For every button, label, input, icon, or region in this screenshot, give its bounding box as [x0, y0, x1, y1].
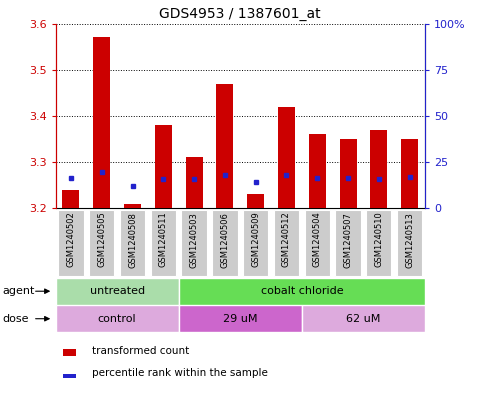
- Text: GSM1240512: GSM1240512: [282, 212, 291, 268]
- Text: GSM1240513: GSM1240513: [405, 212, 414, 268]
- Bar: [63, 349, 76, 356]
- Text: agent: agent: [2, 286, 35, 296]
- FancyBboxPatch shape: [89, 210, 114, 276]
- Text: 62 uM: 62 uM: [346, 314, 381, 324]
- Text: GSM1240508: GSM1240508: [128, 212, 137, 268]
- Bar: [56, 305, 179, 332]
- Bar: [247, 195, 264, 208]
- Bar: [62, 190, 79, 208]
- FancyBboxPatch shape: [335, 210, 361, 276]
- Text: GSM1240502: GSM1240502: [67, 212, 75, 268]
- Text: 29 uM: 29 uM: [223, 314, 257, 324]
- Text: GSM1240510: GSM1240510: [374, 212, 384, 268]
- Text: cobalt chloride: cobalt chloride: [260, 286, 343, 296]
- Bar: [278, 107, 295, 208]
- Text: GSM1240509: GSM1240509: [251, 212, 260, 268]
- Bar: [155, 125, 172, 208]
- Text: untreated: untreated: [89, 286, 145, 296]
- Text: percentile rank within the sample: percentile rank within the sample: [93, 368, 269, 378]
- Bar: [56, 278, 179, 305]
- Bar: [93, 37, 110, 208]
- Bar: [340, 139, 356, 208]
- FancyBboxPatch shape: [305, 210, 330, 276]
- Text: GSM1240505: GSM1240505: [97, 212, 106, 268]
- FancyBboxPatch shape: [243, 210, 269, 276]
- Bar: [309, 134, 326, 208]
- Text: GSM1240506: GSM1240506: [220, 212, 229, 268]
- FancyBboxPatch shape: [274, 210, 299, 276]
- Bar: [401, 139, 418, 208]
- FancyBboxPatch shape: [397, 210, 422, 276]
- FancyBboxPatch shape: [182, 210, 207, 276]
- Bar: [179, 305, 302, 332]
- Bar: [179, 278, 425, 305]
- Bar: [302, 305, 425, 332]
- Title: GDS4953 / 1387601_at: GDS4953 / 1387601_at: [159, 7, 321, 21]
- Bar: [63, 374, 76, 378]
- Text: GSM1240504: GSM1240504: [313, 212, 322, 268]
- FancyBboxPatch shape: [151, 210, 176, 276]
- Text: transformed count: transformed count: [93, 346, 190, 356]
- Text: GSM1240503: GSM1240503: [190, 212, 199, 268]
- Text: GSM1240511: GSM1240511: [159, 212, 168, 268]
- Bar: [216, 84, 233, 208]
- FancyBboxPatch shape: [58, 210, 84, 276]
- Bar: [124, 204, 141, 208]
- Bar: [185, 158, 202, 208]
- FancyBboxPatch shape: [212, 210, 238, 276]
- FancyBboxPatch shape: [120, 210, 145, 276]
- Text: GSM1240507: GSM1240507: [343, 212, 353, 268]
- Text: dose: dose: [2, 314, 29, 324]
- Text: control: control: [98, 314, 136, 324]
- FancyBboxPatch shape: [366, 210, 392, 276]
- Bar: [370, 130, 387, 208]
